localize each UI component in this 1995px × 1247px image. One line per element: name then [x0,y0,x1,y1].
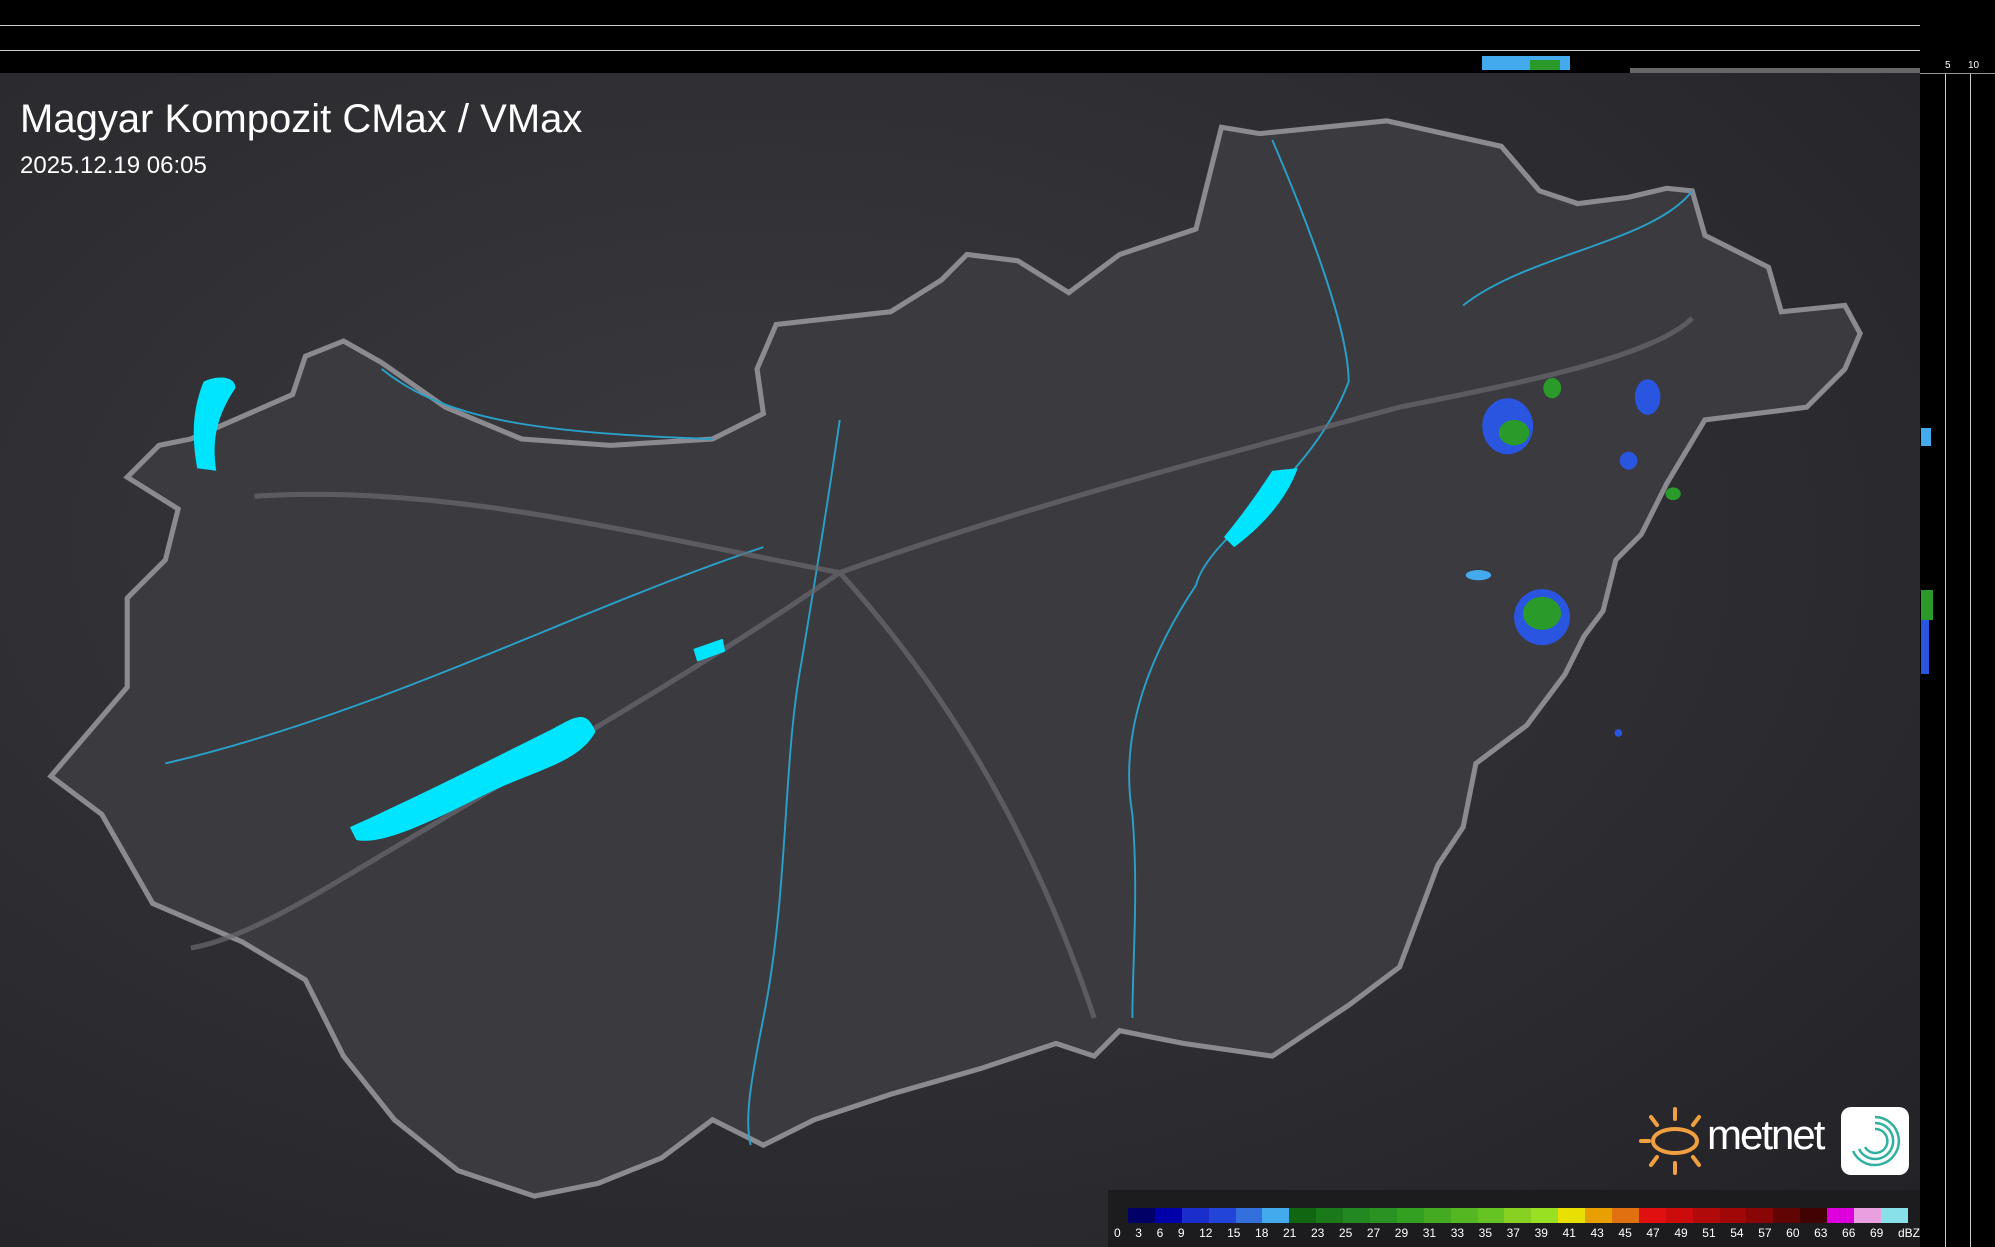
legend-color-bar [1128,1208,1908,1223]
legend-label: 3 [1135,1226,1142,1240]
legend-label: 31 [1422,1226,1437,1240]
right-tick-10: 10 [1968,60,1980,71]
legend-label: 39 [1534,1226,1548,1240]
legend-label: 63 [1814,1226,1828,1240]
legend-label: 15 [1227,1226,1241,1240]
legend-label: 35 [1478,1226,1493,1240]
legend-swatch [1827,1208,1855,1223]
legend-swatch [1396,1208,1424,1223]
legend-swatch [1370,1208,1397,1223]
legend-label: 57 [1758,1226,1772,1240]
legend-swatch [1316,1208,1344,1223]
lake-ferto [193,377,236,471]
right-tick-5: 5 [1945,60,1951,71]
legend-label: dBZ [1897,1226,1920,1240]
legend-swatch [1880,1208,1908,1223]
legend-swatch [1665,1208,1693,1223]
legend-swatch [1343,1208,1371,1223]
dbz-color-legend: 0 3 6 9 12 15 18 21 23 25 27 29 31 33 35 37 39 41 43 45 47 49… [1108,1190,1920,1247]
legend-label: 33 [1450,1226,1465,1240]
legend-swatch [1692,1208,1720,1223]
legend-label: 47 [1646,1226,1660,1240]
legend-label: 54 [1730,1226,1744,1240]
legend-swatch [1154,1208,1182,1223]
legend-label: 25 [1338,1226,1353,1240]
legend-swatch [1558,1208,1586,1223]
legend-swatch [1208,1208,1236,1223]
legend-label: 12 [1199,1226,1213,1240]
country-border [47,118,1863,1199]
map-timestamp: 2025.12.19 06:05 [20,152,207,179]
legend-label: 37 [1506,1226,1520,1240]
legend-label: 9 [1177,1226,1185,1240]
legend-label: 41 [1562,1226,1576,1240]
rivers [165,139,1693,1146]
legend-swatch [1450,1208,1478,1223]
legend-label: 51 [1702,1226,1716,1240]
legend-swatch [1800,1208,1828,1223]
lake-balaton [349,716,596,841]
lake-tisza [1223,468,1298,548]
legend-labels: 0 3 6 9 12 15 18 21 23 25 27 29 31 33 35 37 39 41 43 45 47 49… [1114,1226,1920,1240]
legend-swatch [1638,1208,1666,1223]
legend-label: 27 [1366,1226,1381,1240]
legend-swatch [1854,1208,1881,1223]
legend-label: 45 [1618,1226,1632,1240]
legend-swatch [1504,1208,1532,1223]
legend-label: 29 [1394,1226,1409,1240]
legend-label: 69 [1870,1226,1884,1240]
legend-swatch [1289,1208,1317,1223]
swirl-icon [1841,1107,1909,1175]
legend-label: 43 [1590,1226,1604,1240]
legend-swatch [1262,1208,1290,1223]
top-profile-panel: 10 5 [0,0,1935,73]
legend-label: 60 [1786,1226,1800,1240]
legend-label: 0 [1114,1226,1121,1240]
legend-swatch [1719,1208,1747,1223]
legend-swatch [1746,1208,1774,1223]
legend-label: 6 [1156,1226,1164,1240]
legend-swatch [1235,1208,1263,1223]
legend-swatch [1531,1208,1559,1223]
logo-text: metnet [1707,1111,1825,1158]
right-profile-panel: 5 10 [1920,0,1995,1247]
legend-label: 49 [1674,1226,1688,1240]
legend-swatch [1128,1208,1155,1223]
legend-label: 21 [1282,1226,1297,1240]
map-title: Magyar Kompozit CMax / VMax [20,97,583,141]
legend-swatch [1773,1208,1801,1223]
legend-swatch [1477,1208,1505,1223]
roads [190,316,1694,1019]
radar-echoes [1465,377,1681,737]
lake-velence [693,638,726,662]
legend-swatch [1585,1208,1613,1223]
metnet-logo: metnet [1637,1105,1909,1182]
legend-label: 18 [1255,1226,1269,1240]
legend-swatch [1612,1208,1639,1223]
legend-label: 66 [1842,1226,1856,1240]
legend-label: 23 [1310,1226,1325,1240]
legend-swatch [1423,1208,1451,1223]
legend-swatch [1181,1208,1209,1223]
lakes [193,377,1298,841]
sun-icon [1639,1107,1701,1175]
